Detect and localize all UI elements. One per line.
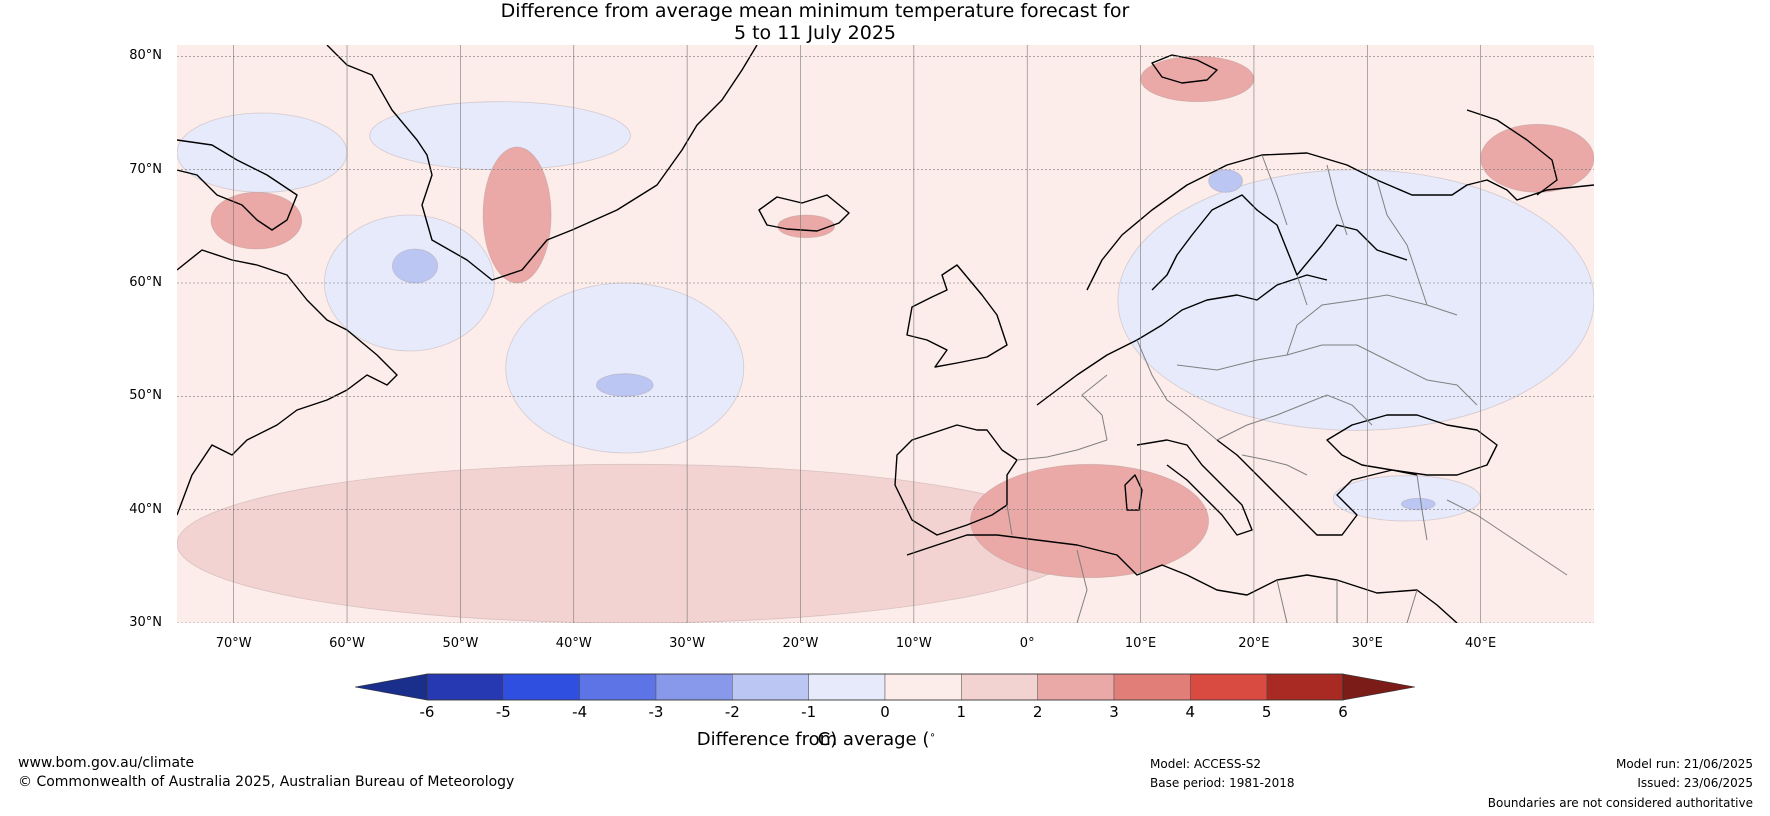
colorbar-swatch <box>1266 673 1344 701</box>
colorbar-tick-label: 0 <box>880 703 890 721</box>
colorbar-tick-label: -4 <box>572 703 588 721</box>
colorbar-swatch <box>961 673 1038 701</box>
latitude-label: 40°N <box>129 501 162 517</box>
colorbar-tick-label: 4 <box>1185 703 1196 721</box>
map-title-line1: Difference from average mean minimum tem… <box>500 0 1130 22</box>
longitude-label: 40°E <box>1464 636 1497 651</box>
europe-west-coastline <box>1036 274 1328 406</box>
colorbar-tick-label: 2 <box>1032 703 1043 721</box>
anomaly-region <box>1400 497 1436 511</box>
footer-copyright: © Commonwealth of Australia 2025, Austra… <box>18 774 515 790</box>
latitude-label: 30°N <box>129 615 162 630</box>
scandinavia-coastline <box>1086 152 1594 291</box>
anomaly-layer <box>177 55 1594 623</box>
footer-base-period: Base period: 1981-2018 <box>1150 776 1295 790</box>
longitude-label: 60°W <box>329 636 365 651</box>
longitude-label: 30°E <box>1351 636 1383 651</box>
colorbar-swatch <box>808 673 886 701</box>
colorbar-swatch <box>732 673 809 701</box>
colorbar-unit: C) <box>817 729 838 750</box>
colorbar-tick-label: 5 <box>1261 703 1272 721</box>
latitude-label: 80°N <box>129 48 162 64</box>
anomaly-region <box>1208 169 1243 193</box>
map-canvas <box>177 45 1594 623</box>
colorbar-outline <box>426 673 1344 701</box>
colorbar-extend-low <box>354 673 428 701</box>
africa-coastline <box>906 534 1458 623</box>
labrador-coastline <box>177 249 398 516</box>
anomaly-region <box>391 248 439 284</box>
greenland-coastline <box>326 45 758 281</box>
iberia-coastline <box>894 424 1018 536</box>
longitude-label: 70°W <box>215 636 252 651</box>
colorbar-tick-label: 1 <box>956 703 967 721</box>
country-borders <box>1006 154 1568 623</box>
svalbard-coastline <box>1151 54 1218 84</box>
colorbar-swatch <box>1113 673 1191 701</box>
longitude-label: 40°W <box>555 636 592 651</box>
anomaly-region <box>1480 123 1594 193</box>
map-title-line2: 5 to 11 July 2025 <box>733 22 897 44</box>
forecast-map <box>177 45 1594 623</box>
colorbar-tick-label: 6 <box>1338 703 1348 721</box>
gridlines <box>177 45 1594 623</box>
footer-disclaimer: Boundaries are not considered authoritat… <box>1487 796 1753 810</box>
colorbar-swatch <box>1190 673 1267 701</box>
anomaly-region <box>177 463 1085 623</box>
balkans-coastline <box>1216 439 1418 536</box>
anomaly-region <box>777 214 835 239</box>
colorbar-swatch <box>579 673 657 701</box>
longitude-label: 0° <box>1019 636 1035 651</box>
anomaly-region <box>482 146 552 284</box>
longitude-label: 50°W <box>442 636 479 651</box>
colorbar-title: Difference from average (∘ C) <box>0 729 1770 750</box>
longitude-label: 30°W <box>669 636 706 651</box>
anomaly-region <box>505 282 745 454</box>
baffin-coastline <box>177 139 298 231</box>
colorbar-swatch <box>426 673 504 701</box>
colorbar <box>354 673 1416 701</box>
coastlines <box>177 45 1594 623</box>
colorbar-extend-high <box>1342 673 1416 701</box>
footer-website: www.bom.gov.au/climate <box>18 755 195 771</box>
longitude-label: 10°W <box>895 636 932 651</box>
longitude-label: 10°E <box>1124 636 1157 651</box>
colorbar-tick-label: -5 <box>495 703 511 721</box>
latitude-label: 50°N <box>129 388 162 404</box>
degree-symbol: ∘ <box>929 730 936 741</box>
sweden-finland-coastline <box>1151 194 1408 291</box>
latitude-label: 70°N <box>129 161 162 177</box>
anomaly-region <box>210 191 303 250</box>
colorbar-swatch <box>503 673 580 701</box>
longitude-label: 20°E <box>1238 636 1270 651</box>
iceland-coastline <box>758 194 850 232</box>
latitude-label: 60°N <box>129 275 162 290</box>
colorbar-swatch <box>655 673 733 701</box>
anomaly-region <box>596 373 654 397</box>
novaya-zemlya-coastline <box>1466 109 1558 196</box>
colorbar-tick-label: -2 <box>724 703 740 721</box>
colorbar-tick-label: -1 <box>801 703 817 721</box>
colorbar-tick-label: 3 <box>1109 703 1119 721</box>
anomaly-region <box>970 463 1209 579</box>
colorbar-label: Difference from average ( <box>696 729 930 750</box>
colorbar-tick-label: -6 <box>419 703 435 721</box>
colorbar-tick-label: -3 <box>648 703 664 721</box>
italy-coastline <box>1136 439 1253 536</box>
footer-model-run: Model run: 21/06/2025 <box>1615 757 1753 771</box>
british-isles-coastline <box>906 264 1008 368</box>
footer-issued: Issued: 23/06/2025 <box>1637 776 1753 790</box>
footer-model: Model: ACCESS-S2 <box>1150 757 1262 771</box>
colorbar-swatch <box>1037 673 1115 701</box>
colorbar-swatch <box>884 673 962 701</box>
anomaly-region <box>1140 55 1255 103</box>
longitude-label: 20°W <box>782 636 819 651</box>
